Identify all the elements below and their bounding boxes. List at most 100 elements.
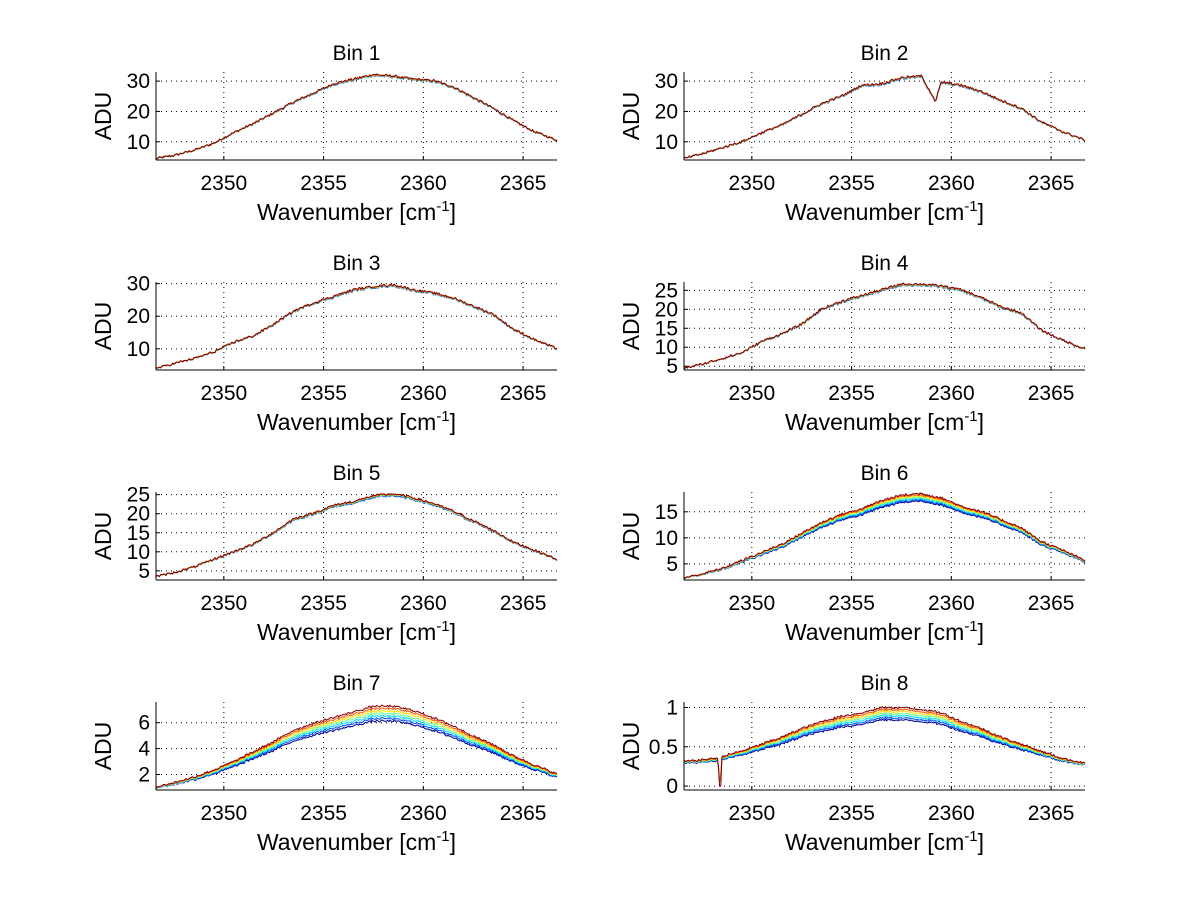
x-axis-label: Wavenumber [cm-1] <box>257 618 456 645</box>
subplot-title: Bin 1 <box>333 42 381 65</box>
y-tick-label: 15 <box>655 317 678 340</box>
series-line-6 <box>155 283 558 369</box>
series-line-6 <box>683 708 1086 783</box>
y-tick-label: 30 <box>127 273 150 296</box>
series-line-6 <box>155 493 558 578</box>
series-line-6 <box>683 282 1086 370</box>
x-axis-label-text: Wavenumber [cm <box>785 409 964 435</box>
x-tick-label: 2365 <box>500 592 547 615</box>
series-line-4 <box>155 712 558 789</box>
series-line-4 <box>683 75 1086 159</box>
series-line-7 <box>683 492 1086 579</box>
x-tick-label: 2355 <box>300 382 347 405</box>
series-line-7 <box>683 706 1086 787</box>
subplot-title: Bin 5 <box>333 462 381 485</box>
series-line-4 <box>155 284 558 369</box>
series-line-2 <box>156 284 558 369</box>
x-tick-label: 2355 <box>828 382 875 405</box>
x-tick-label: 2365 <box>1028 172 1075 195</box>
y-tick-label: 10 <box>655 131 678 154</box>
subplot-title: Bin 8 <box>861 672 909 695</box>
x-axis-label-superscript: -1 <box>964 408 977 425</box>
x-axis-label: Wavenumber [cm-1] <box>785 408 984 435</box>
x-tick-label: 2360 <box>400 592 447 615</box>
x-axis-label-end: ] <box>978 829 984 855</box>
y-axis-label: ADU <box>90 302 116 351</box>
y-tick-label: 4 <box>138 738 150 761</box>
y-tick-label: 1 <box>666 697 678 720</box>
series-line-7 <box>155 704 558 789</box>
x-axis-label: Wavenumber [cm-1] <box>785 198 984 225</box>
y-axis-label: ADU <box>618 722 644 771</box>
subplot-title: Bin 7 <box>333 672 381 695</box>
y-tick-label: 20 <box>127 100 150 123</box>
series-line-3 <box>683 75 1086 159</box>
x-axis-label-end: ] <box>450 409 456 435</box>
series-line-1 <box>155 75 558 160</box>
x-axis-label-text: Wavenumber [cm <box>785 829 964 855</box>
y-axis-label: ADU <box>90 92 116 141</box>
x-tick-label: 2365 <box>500 382 547 405</box>
y-tick-label: 10 <box>655 336 678 359</box>
x-axis-label-text: Wavenumber [cm <box>257 199 436 225</box>
y-tick-label: 2 <box>138 763 150 786</box>
series-line-5 <box>155 709 558 789</box>
x-tick-label: 2355 <box>828 592 875 615</box>
x-tick-label: 2365 <box>500 802 547 825</box>
subplot-title: Bin 3 <box>333 252 381 275</box>
series-line-7 <box>683 74 1086 159</box>
x-tick-label: 2360 <box>400 172 447 195</box>
y-tick-label: 10 <box>127 131 150 154</box>
series-line-5 <box>155 74 558 160</box>
series-line-3 <box>683 283 1086 370</box>
x-tick-label: 2355 <box>300 172 347 195</box>
x-axis-label: Wavenumber [cm-1] <box>785 618 984 645</box>
series-line-5 <box>683 710 1086 783</box>
series-line-5 <box>155 493 558 578</box>
x-axis-label: Wavenumber [cm-1] <box>257 198 456 225</box>
series-line-2 <box>155 494 558 578</box>
subplot-title: Bin 6 <box>861 462 909 485</box>
series-line-1 <box>155 719 558 790</box>
y-tick-label: 25 <box>655 279 678 302</box>
x-tick-label: 2350 <box>200 592 247 615</box>
y-tick-label: 5 <box>666 355 678 378</box>
series-line-3 <box>155 74 558 159</box>
x-tick-label: 2350 <box>728 802 775 825</box>
y-tick-label: 20 <box>127 503 150 526</box>
x-tick-label: 2360 <box>400 382 447 405</box>
subplot-8: 2350 2355 2360 2365 0 0.5 1 Bin 8 Wavenumber [cm… <box>618 672 1086 855</box>
series-line-4 <box>155 74 558 160</box>
x-axis-label-end: ] <box>450 619 456 645</box>
series-line-5 <box>683 282 1086 370</box>
x-tick-label: 2355 <box>300 592 347 615</box>
x-axis-label-end: ] <box>978 199 984 225</box>
x-axis-label-superscript: -1 <box>964 828 977 845</box>
y-axis-label: ADU <box>618 512 644 561</box>
y-axis-label: ADU <box>618 302 644 351</box>
x-tick-label: 2350 <box>200 172 247 195</box>
series-line-7 <box>155 283 558 369</box>
x-tick-label: 2360 <box>928 592 975 615</box>
y-tick-label: 30 <box>127 70 150 93</box>
subplot-2: 2350 2355 2360 2365 10 20 30 Bin 2 Wavenumber [c… <box>618 42 1086 225</box>
x-tick-label: 2350 <box>728 382 775 405</box>
y-tick-label: 6 <box>138 712 150 735</box>
x-tick-label: 2365 <box>1028 382 1075 405</box>
series-line-1 <box>683 718 1086 783</box>
x-axis-label-superscript: -1 <box>436 408 449 425</box>
series-line-1 <box>683 283 1086 370</box>
x-tick-label: 2350 <box>200 802 247 825</box>
x-axis-label-end: ] <box>450 829 456 855</box>
series-line-7 <box>155 73 558 159</box>
series-line-2 <box>683 498 1086 580</box>
x-axis-label-text: Wavenumber [cm <box>257 829 436 855</box>
series-line-2 <box>155 716 558 789</box>
series-line-1 <box>155 494 558 578</box>
series-line-5 <box>683 495 1086 579</box>
series-line-3 <box>155 714 558 790</box>
series-line-4 <box>683 283 1086 370</box>
series-line-3 <box>155 494 558 578</box>
x-tick-label: 2355 <box>828 172 875 195</box>
